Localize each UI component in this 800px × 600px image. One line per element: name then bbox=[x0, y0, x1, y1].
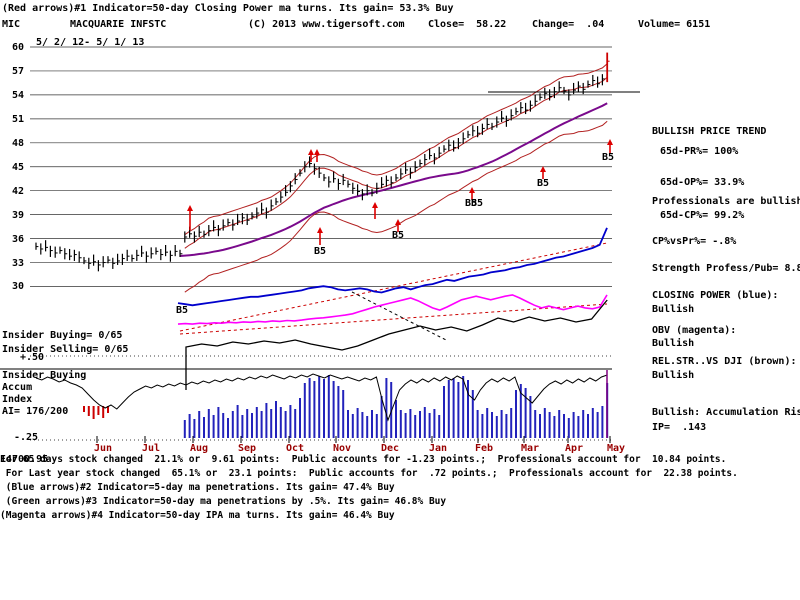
month-axis-label: Aug bbox=[190, 443, 209, 454]
b5-signal-label: B5 bbox=[314, 246, 327, 257]
analysis-line: CLOSING POWER (blue): bbox=[652, 290, 779, 301]
indicator1-caption: (Red arrows)#1 Indicator=50-day Closing … bbox=[2, 3, 454, 14]
ai-value: AI= 176/200 bbox=[2, 406, 69, 417]
analysis-line: 65d-PR%= 100% bbox=[660, 146, 739, 157]
b5-signal-label: B5 bbox=[537, 178, 550, 189]
analysis-line: Bullish: Accumulation Rising bbox=[652, 407, 800, 418]
analysis-line: 65d-OP%= 33.9% bbox=[660, 177, 745, 188]
price-axis-tick: 51 bbox=[11, 113, 24, 125]
price-axis-tick: 48 bbox=[11, 137, 24, 149]
index-label: Index bbox=[2, 394, 33, 405]
analysis-line: CP%vsPr%= -.8% bbox=[652, 236, 737, 247]
accum-label: Accum bbox=[2, 382, 33, 393]
footer-65day-summary: For 65 days stock changed 21.1% or 9.61 … bbox=[0, 454, 727, 465]
insider-buying-label: Insider Buying= 0/65 bbox=[2, 330, 123, 341]
indicator2-caption: (Blue arrows)#2 Indicator=5-day ma penet… bbox=[0, 482, 395, 493]
month-axis-label: Apr bbox=[565, 443, 584, 454]
analysis-line: IP= .143 bbox=[652, 422, 707, 433]
analysis-panel: BULLISH PRICE TREND 65d-PR%= 100% 65d-OP%=… bbox=[652, 0, 800, 600]
copyright-text: (C) 2013 www.tigersoft.com bbox=[248, 19, 405, 30]
dji-value: 14700.95 bbox=[0, 454, 49, 465]
price-axis-tick: 39 bbox=[11, 209, 24, 221]
analysis-line: BULLISH PRICE TREND bbox=[652, 126, 767, 137]
ticker-symbol: MIC bbox=[2, 19, 21, 30]
analysis-line: Bullish bbox=[652, 338, 695, 349]
month-axis-label: Oct bbox=[286, 443, 305, 454]
close-value: Close= 58.22 bbox=[428, 19, 507, 30]
month-axis-label: Sep bbox=[238, 443, 257, 454]
price-axis-tick: 57 bbox=[11, 65, 24, 77]
month-axis-label: Feb bbox=[475, 443, 494, 454]
month-axis-label: Mar bbox=[521, 443, 540, 454]
analysis-line: REL.STR..VS DJI (brown): bbox=[652, 356, 797, 367]
b5-signal-label: B5 bbox=[465, 198, 478, 209]
analysis-line: Strength Profess/Pub= 8.85 bbox=[652, 263, 800, 274]
price-axis-tick: 42 bbox=[11, 185, 24, 197]
month-axis-label: Jan bbox=[429, 443, 448, 454]
accum-minus-level: -.25 bbox=[14, 432, 39, 443]
b5-signal-label: B5 bbox=[176, 305, 189, 316]
month-axis-label: Nov bbox=[333, 443, 352, 454]
insider-selling-label: Insider Selling= 0/65 bbox=[2, 344, 129, 355]
month-axis-label: Jun bbox=[94, 443, 113, 454]
analysis-line: Professionals are bullish bbox=[652, 196, 800, 207]
b5-signal-label: B5 bbox=[471, 198, 484, 209]
date-range: 5/ 2/ 12- 5/ 1/ 13 bbox=[36, 37, 145, 48]
insider-buying-label2: Insider Buying bbox=[2, 370, 87, 381]
change-value: Change= .04 bbox=[532, 19, 605, 30]
price-axis-tick: 45 bbox=[11, 161, 24, 173]
footer-year-summary: For Last year stock changed 65.1% or 23.… bbox=[0, 468, 738, 479]
price-axis-tick: 54 bbox=[11, 89, 24, 101]
b5-signal-label: B5 bbox=[602, 152, 615, 163]
analysis-line: Bullish bbox=[652, 304, 695, 315]
accum-plus-level: +.50 bbox=[20, 352, 45, 363]
month-axis-label: Dec bbox=[381, 443, 400, 454]
b5-signal-label: B5 bbox=[392, 230, 405, 241]
price-axis-tick: 60 bbox=[11, 42, 24, 53]
indicator3-caption: (Green arrows)#3 Indicator=50-day ma pen… bbox=[0, 496, 447, 507]
company-name: MACQUARIE INFSTC bbox=[70, 19, 167, 30]
month-axis-label: Jul bbox=[142, 443, 161, 454]
analysis-line: Bullish bbox=[652, 370, 695, 381]
price-axis-tick: 36 bbox=[11, 233, 24, 245]
month-axis-label: May bbox=[607, 443, 626, 454]
price-axis-tick: 33 bbox=[11, 257, 24, 269]
analysis-line: OBV (magenta): bbox=[652, 325, 737, 336]
volume-value: Volume= 6151 bbox=[638, 19, 711, 30]
analysis-line: 65d-CP%= 99.2% bbox=[660, 210, 745, 221]
indicator4-caption: (Magenta arrows)#4 Indicator=50-day IPA … bbox=[0, 510, 395, 521]
price-axis-tick: 30 bbox=[11, 281, 24, 293]
